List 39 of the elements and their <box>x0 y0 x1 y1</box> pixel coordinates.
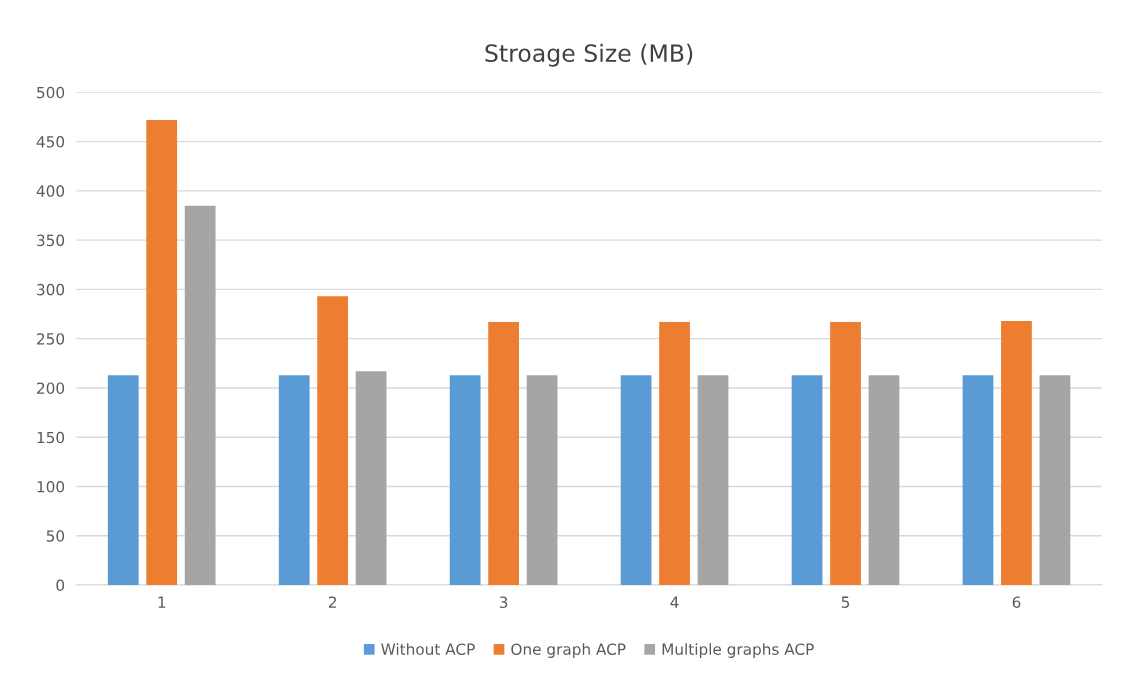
bar <box>355 371 387 586</box>
bar <box>697 375 729 586</box>
y-tick-label: 500 <box>37 86 65 99</box>
x-tick-label: 3 <box>499 596 508 608</box>
x-tick-label: 4 <box>670 596 679 608</box>
legend-label: Multiple graphs ACP <box>662 643 814 658</box>
bar <box>659 321 690 586</box>
legend-label: Without ACP <box>381 643 475 655</box>
bar <box>830 321 861 586</box>
bar <box>1001 320 1032 586</box>
y-tick-label: 0 <box>56 579 65 592</box>
chart-title: Stroage Size (MB) <box>485 43 693 67</box>
bar <box>620 375 652 586</box>
bar <box>488 321 519 586</box>
x-tick-label: 1 <box>158 596 166 608</box>
bar <box>449 375 481 586</box>
bar <box>526 375 558 586</box>
y-tick-label: 100 <box>37 480 65 493</box>
y-tick-label: 400 <box>36 185 65 197</box>
y-tick-label: 150 <box>37 431 65 444</box>
bar <box>317 296 349 586</box>
bar <box>962 375 994 586</box>
y-tick-label: 50 <box>46 530 65 542</box>
x-tick-label: 6 <box>1012 596 1021 608</box>
bar <box>278 375 310 586</box>
x-tick-label: 2 <box>328 596 336 608</box>
bar <box>868 375 900 586</box>
y-tick-label: 450 <box>36 136 65 148</box>
bar <box>146 119 178 586</box>
y-tick-label: 300 <box>37 283 65 296</box>
y-tick-label: 350 <box>37 234 65 247</box>
bar <box>791 375 823 586</box>
bar <box>107 375 139 586</box>
y-tick-label: 250 <box>37 333 65 345</box>
x-tick-label: 5 <box>841 596 850 608</box>
bar <box>184 205 216 586</box>
bar <box>1039 375 1071 586</box>
y-tick-label: 200 <box>37 382 65 394</box>
legend-label: One graph ACP <box>511 643 626 658</box>
